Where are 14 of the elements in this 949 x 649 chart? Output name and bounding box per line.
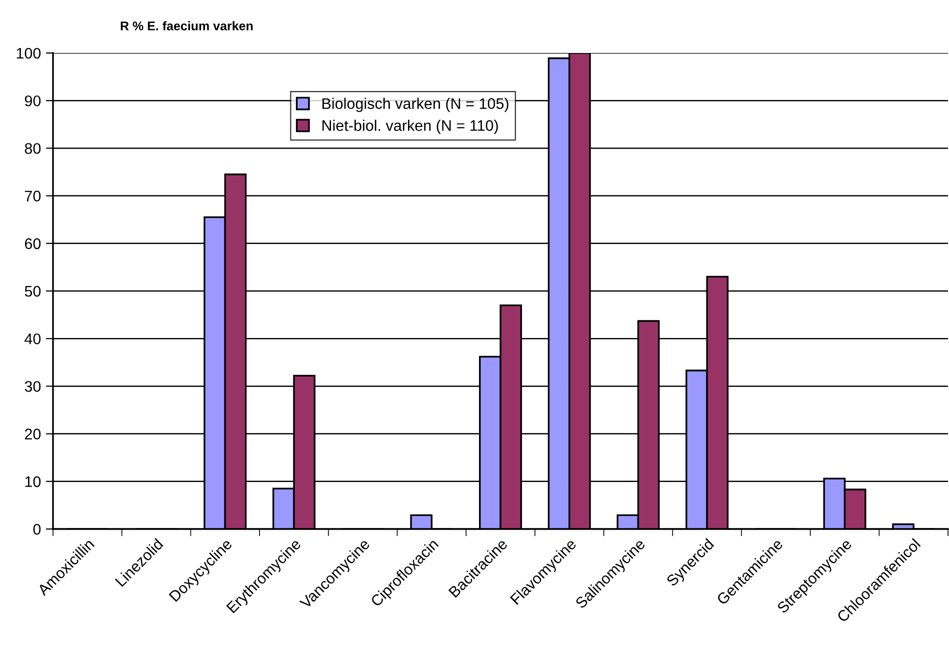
y-tick-label: 20 (24, 428, 41, 440)
y-tick-label: 50 (24, 286, 41, 297)
y-tick-label: 90 (24, 95, 41, 106)
legend-label: Niet-biol. varken (N = 110) (322, 120, 498, 134)
y-tick-label: 10 (25, 476, 41, 488)
y-tick-label: 60 (24, 238, 41, 250)
y-tick-label: 30 (24, 381, 41, 392)
chart-title: R % E. faecium varken (120, 21, 253, 30)
legend-label: Biologisch varken (N = 105) (322, 98, 508, 112)
y-tick-label: 70 (24, 190, 41, 202)
y-tick-label: 0 (33, 524, 41, 535)
y-tick-label: 80 (24, 143, 41, 154)
y-tick-label: 40 (24, 333, 41, 344)
y-tick-label: 100 (16, 48, 41, 59)
